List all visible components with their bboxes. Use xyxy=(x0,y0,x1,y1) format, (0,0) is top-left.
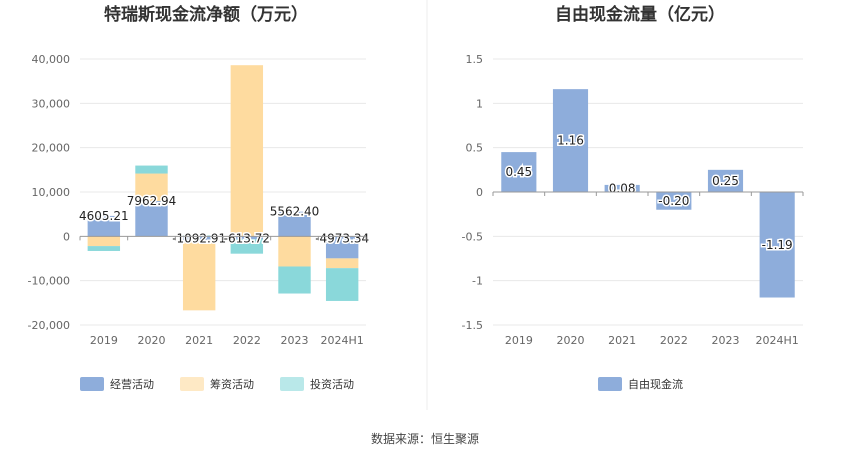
bar-operating xyxy=(325,236,359,259)
bar-financing xyxy=(230,65,264,237)
y-tick-label: -1 xyxy=(472,275,483,288)
x-tick-label: 2019 xyxy=(505,334,533,347)
source-note: 数据来源：恒生聚源 xyxy=(371,431,479,446)
bar-financing xyxy=(182,241,216,311)
data-label: -0.20 xyxy=(658,194,689,208)
x-tick-label: 2020 xyxy=(138,334,166,347)
legend-swatch-investing xyxy=(280,377,304,391)
bar-operating xyxy=(135,201,168,237)
data-label: 5562.40 xyxy=(270,205,320,219)
x-tick-label: 2023 xyxy=(712,334,740,347)
x-tick-label: 2021 xyxy=(608,334,636,347)
bar-investing xyxy=(325,268,359,301)
legend-swatch-financing xyxy=(180,377,204,391)
bar-free-cash-flow xyxy=(552,89,589,192)
data-label: 4605.21 xyxy=(79,209,129,223)
x-tick-label: 2021 xyxy=(185,334,213,347)
data-label: -4973.34 xyxy=(315,231,369,245)
y-tick-label: 1.5 xyxy=(466,53,484,66)
bar-free-cash-flow xyxy=(707,169,744,192)
bar-investing xyxy=(278,266,311,294)
y-tick-label: -10,000 xyxy=(28,275,70,288)
bar-investing xyxy=(230,239,264,254)
x-tick-label: 2024H1 xyxy=(756,334,799,347)
bar-free-cash-flow xyxy=(604,184,640,192)
y-tick-label: 20,000 xyxy=(32,142,71,155)
y-tick-label: -20,000 xyxy=(28,319,70,332)
x-tick-label: 2019 xyxy=(90,334,118,347)
data-label: -1092.91 xyxy=(172,231,226,245)
y-tick-label: -1.5 xyxy=(462,319,483,332)
bar-operating xyxy=(230,236,264,240)
x-tick-label: 2022 xyxy=(233,334,261,347)
bar-investing xyxy=(87,246,121,251)
bar-operating xyxy=(182,236,216,242)
chart-title: 特瑞斯现金流净额（万元） xyxy=(104,4,308,25)
x-tick-label: 2020 xyxy=(557,334,585,347)
data-label: 0.25 xyxy=(712,174,739,188)
legend-label: 自由现金流 xyxy=(628,377,683,391)
legend-swatch-free-cash-flow xyxy=(598,377,622,391)
bar-free-cash-flow xyxy=(759,192,795,298)
data-label: 1.16 xyxy=(557,134,584,148)
data-label: 7962.94 xyxy=(127,194,177,208)
y-tick-label: -0.5 xyxy=(462,230,483,243)
x-tick-label: 2023 xyxy=(281,334,309,347)
bar-financing xyxy=(325,258,359,269)
bar-financing xyxy=(87,236,121,247)
y-tick-label: 0 xyxy=(476,186,483,199)
y-tick-label: 0 xyxy=(63,230,70,243)
bar-free-cash-flow xyxy=(501,152,537,192)
legend-label: 筹资活动 xyxy=(210,377,254,391)
data-label: -1.19 xyxy=(762,238,793,252)
y-tick-label: 30,000 xyxy=(32,97,71,110)
bar-free-cash-flow xyxy=(656,192,692,210)
legend-swatch-operating xyxy=(80,377,104,391)
bar-financing xyxy=(135,173,168,202)
chart-title: 自由现金流量（亿元） xyxy=(555,4,725,25)
data-label: 0.45 xyxy=(505,165,532,179)
legend-label: 经营活动 xyxy=(110,377,154,391)
x-tick-label: 2022 xyxy=(660,334,688,347)
x-tick-label: 2024H1 xyxy=(321,334,364,347)
bar-operating xyxy=(87,215,121,237)
y-tick-label: 10,000 xyxy=(32,186,71,199)
bar-financing xyxy=(278,236,311,267)
y-tick-label: 40,000 xyxy=(32,53,71,66)
bar-operating xyxy=(278,211,311,237)
y-tick-label: 0.5 xyxy=(466,142,484,155)
data-label: 0.08 xyxy=(609,181,636,195)
legend-label: 投资活动 xyxy=(310,377,354,391)
y-tick-label: 1 xyxy=(476,97,483,110)
bar-investing xyxy=(135,165,168,174)
data-label: -613.72 xyxy=(224,231,270,245)
